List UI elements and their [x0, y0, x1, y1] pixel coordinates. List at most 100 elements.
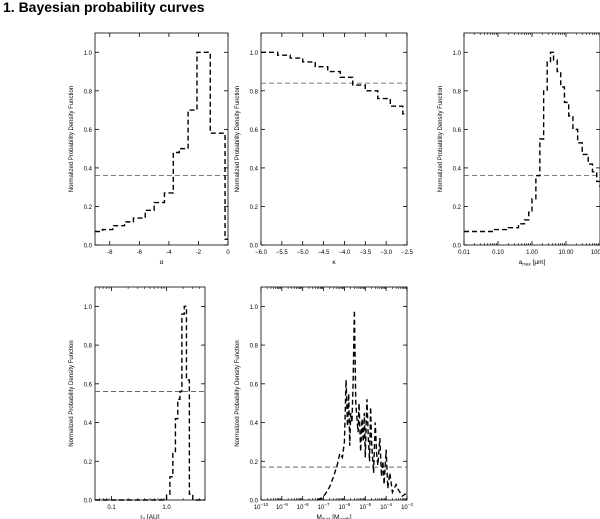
x-tick-label: -4 [166, 250, 172, 256]
y-tick-label: 1.0 [84, 51, 93, 57]
x-tick-label: 100.00 [591, 250, 600, 256]
y-axis-label: Normalized Probability Density Function [69, 86, 75, 192]
x-tick-label: 10−9 [276, 502, 288, 511]
y-tick-label: 0.4 [250, 166, 259, 172]
x-axis-label-main: α [160, 259, 164, 266]
y-tick-label: 0.6 [250, 382, 259, 388]
x-tick-label: −4.5 [318, 250, 331, 256]
y-tick-label: 1.0 [453, 51, 462, 57]
y-tick-label: 0.8 [453, 89, 462, 95]
y-tick-label: 0.6 [453, 128, 462, 134]
plot-frame [260, 286, 408, 501]
x-tick-exponent: −3 [408, 502, 414, 507]
y-tick-label: 0.0 [250, 244, 259, 250]
y-tick-label: 0.8 [84, 89, 93, 95]
x-tick-label: -6 [137, 250, 143, 256]
y-tick-label: 0.4 [250, 421, 259, 427]
pdf-curve [317, 310, 407, 501]
y-axis-label: Normalized Probability Density Function [69, 340, 75, 446]
x-axis-label-subscript: dust [322, 517, 331, 519]
x-tick-label: 10−7 [318, 502, 330, 511]
x-axis-label: κ [332, 259, 336, 266]
y-tick-label: 0.2 [250, 460, 259, 466]
x-axis-label-unit: [M [330, 514, 339, 519]
y-tick-label: 0.0 [84, 499, 93, 505]
x-tick-label: −3.5 [359, 250, 372, 256]
x-axis-label: Mdust [Mearth] [316, 514, 351, 519]
pdf-curve [261, 51, 407, 115]
y-axis-label: Normalized Probability Density Function [235, 86, 241, 192]
x-axis-label-subscript: max [522, 262, 531, 267]
y-tick-label: 0.4 [84, 166, 93, 172]
y-axis-label: Normalized Probability Density Function [235, 340, 241, 446]
y-tick-label: 0.8 [250, 344, 259, 350]
y-tick-label: 1.0 [250, 305, 259, 311]
chart-panel-3: 0.0 0.2 0.4 0.6 0.8 1.0 0.01 0.10 1.00 10.00 100.0… [438, 32, 600, 267]
x-tick-exponent: −10 [261, 502, 269, 507]
chart-panel-5: 0.0 0.2 0.4 0.6 0.8 1.0 10−10 10−9 10−8 10−7 10−6 1… [235, 286, 413, 519]
chart-panel-1: 0.0 0.2 0.4 0.6 0.8 1.0 -8 -6 -4 -2 0 Normalized Pr… [69, 32, 230, 266]
plot-frame [463, 32, 600, 246]
x-axis-label-main: r [140, 514, 143, 519]
x-tick-exponent: −8 [303, 502, 309, 507]
x-tick-label: 1.00 [526, 250, 538, 256]
plot-frame [94, 32, 229, 246]
x-tick-label: 0.10 [492, 250, 504, 256]
y-tick-label: 0.2 [84, 205, 93, 211]
x-tick-label: −5.0 [297, 250, 310, 256]
x-tick-label: −5.5 [276, 250, 289, 256]
x-axis-label-main: a [519, 259, 523, 266]
y-tick-label: 0.0 [84, 244, 93, 250]
plot-frame [260, 32, 408, 246]
x-tick-label: 1.0 [162, 505, 171, 511]
x-axis-label-main: κ [332, 259, 336, 266]
x-tick-label: 0.01 [458, 250, 470, 256]
y-tick-label: 0.8 [250, 89, 259, 95]
y-tick-label: 0.2 [453, 205, 462, 211]
x-axis-label-unit-end: ] [350, 514, 352, 519]
x-axis-label: amax [μm] [519, 259, 546, 267]
pdf-curve [95, 305, 205, 501]
chart-panel-4: 0.0 0.2 0.4 0.6 0.8 1.0 0.1 1.0 Normalized Proba… [69, 286, 206, 519]
y-tick-label: 0.6 [250, 128, 259, 134]
x-axis-label-unit: [μm] [531, 259, 546, 266]
y-tick-label: 0.4 [84, 421, 93, 427]
x-tick-exponent: −6 [345, 502, 351, 507]
x-tick-label: 0.1 [107, 505, 116, 511]
y-axis-label: Normalized Probability Density Function [438, 86, 444, 192]
y-tick-label: 0.0 [250, 499, 259, 505]
pdf-curve [95, 51, 228, 240]
x-tick-label: 0 [226, 250, 230, 256]
y-tick-label: 0.2 [84, 460, 93, 466]
x-tick-exponent: −7 [324, 502, 330, 507]
x-axis-label-unit-subscript: earth [339, 517, 350, 519]
x-tick-label: 10−6 [339, 502, 351, 511]
x-axis-label: r0 [AU] [140, 514, 159, 519]
x-tick-label: −2.5 [401, 250, 414, 256]
x-axis-label-main: M [316, 514, 321, 519]
x-tick-label: -2 [196, 250, 202, 256]
x-axis-label-subscript: 0 [143, 517, 146, 519]
x-tick-label: 10−4 [380, 502, 392, 511]
x-tick-label: 10−3 [401, 502, 413, 511]
y-tick-label: 0.0 [453, 244, 462, 250]
x-tick-label: −6.0 [255, 250, 268, 256]
x-tick-label: -8 [107, 250, 113, 256]
x-axis-label: α [160, 259, 164, 266]
x-tick-label: 10.00 [558, 250, 574, 256]
x-tick-label: −4.0 [338, 250, 351, 256]
x-tick-label: 10−8 [297, 502, 309, 511]
pdf-curve [464, 51, 600, 233]
x-axis-label-unit: [AU] [145, 514, 160, 519]
y-tick-label: 0.4 [453, 166, 462, 172]
y-tick-label: 1.0 [84, 305, 93, 311]
x-tick-exponent: −4 [387, 502, 393, 507]
x-tick-exponent: −9 [283, 502, 289, 507]
plot-frame [94, 286, 206, 501]
y-tick-label: 0.8 [84, 344, 93, 350]
y-tick-label: 0.6 [84, 128, 93, 134]
x-tick-label: 10−5 [359, 502, 371, 511]
x-tick-exponent: −5 [366, 502, 372, 507]
page-heading: 1. Bayesian probability curves [3, 0, 205, 15]
